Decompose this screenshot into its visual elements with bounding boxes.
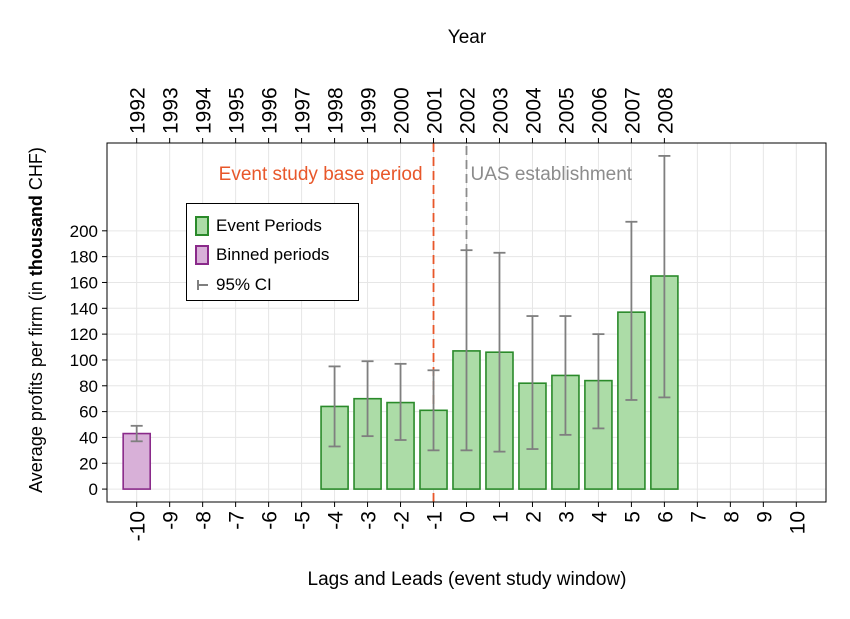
x-tick-label: -1: [424, 511, 447, 530]
reference-line-label: Event study base period: [219, 164, 423, 185]
x-tick-label: 10: [786, 511, 809, 534]
top-tick-label: 2002: [457, 87, 480, 134]
x-tick-label: -3: [358, 511, 381, 530]
x-tick-label: 6: [654, 511, 677, 523]
x-tick-label: -4: [325, 511, 348, 530]
top-tick-label: 1998: [325, 87, 348, 134]
x-tick-label: 3: [555, 511, 578, 523]
top-tick-label: 1995: [226, 87, 249, 134]
y-axis-title-suffix: CHF): [26, 147, 46, 195]
top-axis-title: Year: [448, 27, 487, 48]
y-tick-label: 100: [70, 351, 98, 370]
y-tick-label: 140: [70, 299, 98, 318]
y-axis-ticks: 0 20 40 60 80 100 120 140 160 180 200: [70, 222, 107, 499]
y-tick-label: 20: [79, 454, 98, 473]
top-tick-label: 2006: [588, 87, 611, 134]
x-tick-label: -5: [292, 511, 315, 530]
legend-swatch-event-periods: [195, 216, 209, 236]
x-tick-label: -2: [391, 511, 414, 530]
x-tick-label: -9: [160, 511, 183, 530]
x-axis-ticks: -10 -9 -8 -7 -6 -5 -4 -3 -2 -1 0 1 2 3 4 5 6 7 8 9 10: [127, 502, 809, 541]
y-tick-label: 0: [89, 480, 98, 499]
top-tick-label: 1992: [127, 87, 150, 134]
y-tick-label: 200: [70, 222, 98, 241]
x-tick-label: -10: [127, 511, 150, 541]
x-tick-label: 0: [457, 511, 480, 523]
y-axis-title-bold: thousand: [26, 195, 46, 276]
reference-line-labels: Event study base period UAS establishment: [219, 164, 633, 185]
legend-label-ci: 95% CI: [216, 275, 272, 294]
y-tick-label: 180: [70, 248, 98, 267]
legend-label-binned-periods: Binned periods: [216, 245, 330, 264]
y-tick-label: 60: [79, 403, 98, 422]
legend-item-ci: 95% CI: [195, 273, 272, 297]
top-axis-ticks: 1992 1993 1994 1995 1996 1997 1998 1999 2000 2001…: [127, 87, 677, 143]
legend-item-event-periods: Event Periods: [195, 214, 322, 238]
y-axis-title-prefix: Average profits per firm (in: [26, 276, 46, 493]
x-tick-label: -7: [226, 511, 249, 530]
y-tick-label: 160: [70, 273, 98, 292]
legend-swatch-binned-periods: [195, 245, 209, 265]
y-tick-label: 120: [70, 325, 98, 344]
x-tick-label: 1: [489, 511, 512, 523]
top-tick-label: 1999: [358, 87, 381, 134]
top-tick-label: 1994: [193, 87, 216, 134]
legend: Event Periods Binned periods 95% CI: [186, 203, 359, 301]
x-tick-label: 9: [753, 511, 776, 523]
ci-marker-icon: [195, 275, 209, 295]
x-tick-label: -8: [193, 511, 216, 530]
top-tick-label: 1996: [259, 87, 282, 134]
x-tick-label: -6: [259, 511, 282, 530]
x-tick-label: 2: [522, 511, 545, 523]
top-tick-label: 2003: [489, 87, 512, 134]
x-tick-label: 7: [687, 511, 710, 523]
x-axis-title: Lags and Leads (event study window): [308, 569, 627, 590]
y-axis-title: Average profits per firm (in thousand CH…: [26, 147, 46, 493]
top-tick-label: 2004: [522, 87, 545, 134]
error-bars: [130, 155, 671, 453]
top-tick-label: 2000: [391, 87, 414, 134]
legend-item-binned-periods: Binned periods: [195, 243, 329, 267]
x-tick-label: 4: [588, 511, 611, 523]
x-tick-label: 8: [720, 511, 743, 523]
top-tick-label: 1993: [160, 87, 183, 134]
legend-label-event-periods: Event Periods: [216, 216, 322, 235]
y-tick-label: 80: [79, 377, 98, 396]
y-tick-label: 40: [79, 428, 98, 447]
reference-line-label: UAS establishment: [471, 164, 633, 185]
top-tick-label: 2001: [424, 87, 447, 134]
top-tick-label: 2005: [555, 87, 578, 134]
top-tick-label: 2008: [654, 87, 677, 134]
bar: [122, 432, 152, 490]
top-tick-label: 1997: [292, 87, 315, 134]
x-tick-label: 5: [621, 511, 644, 523]
top-tick-label: 2007: [621, 87, 644, 134]
